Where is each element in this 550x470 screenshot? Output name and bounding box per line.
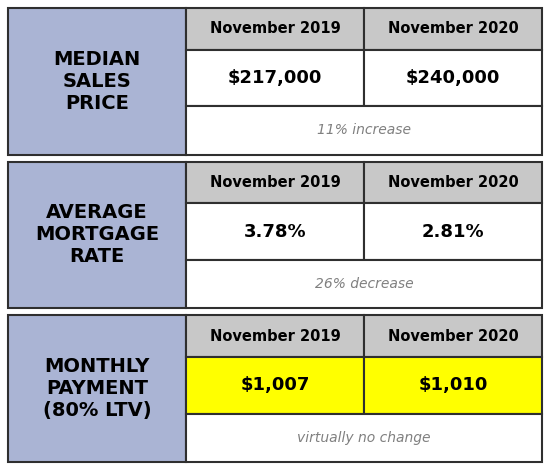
- Bar: [8, 8, 186, 155]
- Text: $217,000: $217,000: [228, 69, 322, 87]
- Text: November 2019: November 2019: [210, 22, 340, 36]
- Bar: [186, 204, 364, 260]
- Bar: [186, 357, 364, 414]
- Text: 11% increase: 11% increase: [317, 124, 411, 137]
- Bar: [364, 162, 542, 204]
- Bar: [8, 315, 186, 462]
- Text: virtually no change: virtually no change: [297, 431, 431, 445]
- Text: $240,000: $240,000: [406, 69, 500, 87]
- Bar: [364, 8, 542, 50]
- Text: MONTHLY
PAYMENT
(80% LTV): MONTHLY PAYMENT (80% LTV): [43, 357, 151, 420]
- Text: November 2020: November 2020: [388, 22, 518, 36]
- Bar: [8, 162, 186, 308]
- Text: $1,010: $1,010: [419, 376, 488, 394]
- Bar: [186, 106, 542, 155]
- Text: 26% decrease: 26% decrease: [315, 277, 413, 291]
- Text: November 2019: November 2019: [210, 329, 340, 344]
- Text: AVERAGE
MORTGAGE
RATE: AVERAGE MORTGAGE RATE: [35, 204, 159, 266]
- Bar: [364, 204, 542, 260]
- Text: November 2020: November 2020: [388, 175, 518, 190]
- Text: MEDIAN
SALES
PRICE: MEDIAN SALES PRICE: [53, 50, 141, 113]
- Text: 2.81%: 2.81%: [422, 223, 485, 241]
- Bar: [186, 260, 542, 308]
- Bar: [186, 162, 364, 204]
- Bar: [364, 315, 542, 357]
- Bar: [186, 315, 364, 357]
- Text: 3.78%: 3.78%: [244, 223, 306, 241]
- Bar: [186, 8, 364, 50]
- Text: November 2019: November 2019: [210, 175, 340, 190]
- Text: $1,007: $1,007: [240, 376, 310, 394]
- Bar: [186, 414, 542, 462]
- Bar: [364, 357, 542, 414]
- Text: November 2020: November 2020: [388, 329, 518, 344]
- Bar: [186, 50, 364, 106]
- Bar: [364, 50, 542, 106]
